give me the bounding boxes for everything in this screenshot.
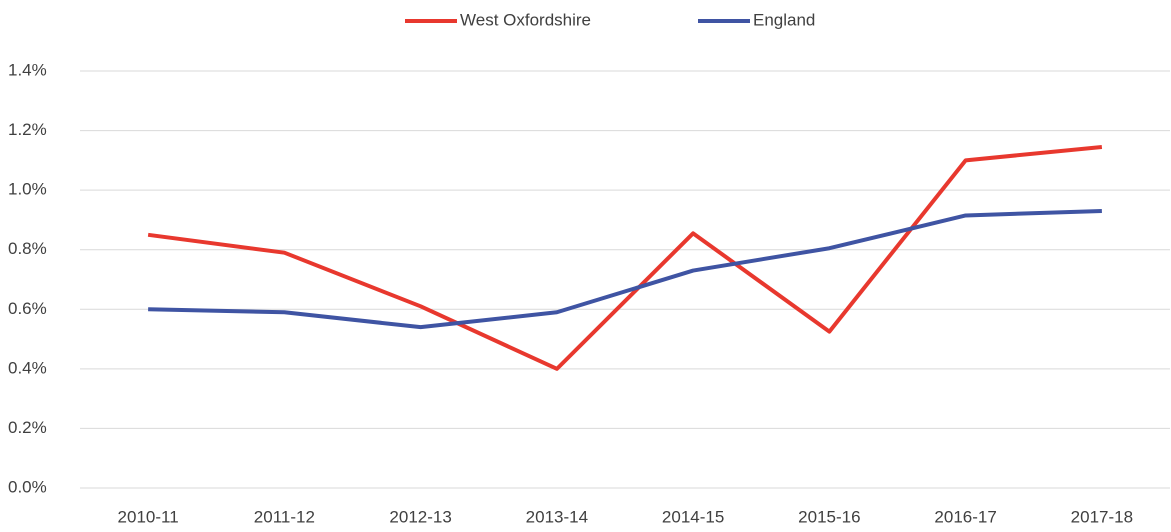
- x-tick-label: 2013-14: [526, 507, 588, 526]
- series-line: [147, 144, 1103, 371]
- x-tick-label: 2010-11: [118, 507, 179, 526]
- x-tick-label: 2012-13: [389, 507, 451, 526]
- y-tick-label: 0.0%: [8, 477, 47, 496]
- y-tick-label: 1.0%: [8, 180, 47, 199]
- x-tick-label: 2017-18: [1071, 507, 1133, 526]
- x-tick-label: 2016-17: [934, 507, 996, 526]
- x-tick-label: 2011-12: [254, 507, 315, 526]
- y-tick-label: 1.4%: [8, 60, 47, 79]
- y-tick-label: 0.8%: [8, 239, 47, 258]
- y-tick-label: 0.6%: [8, 299, 47, 318]
- x-tick-label: 2014-15: [662, 507, 724, 526]
- y-tick-label: 0.2%: [8, 418, 47, 437]
- x-tick-label: 2015-16: [798, 507, 860, 526]
- legend-label: England: [753, 10, 815, 29]
- legend-label: West Oxfordshire: [460, 10, 591, 29]
- y-tick-label: 1.2%: [8, 120, 47, 139]
- y-tick-label: 0.4%: [8, 358, 47, 377]
- series-line: [148, 208, 1102, 330]
